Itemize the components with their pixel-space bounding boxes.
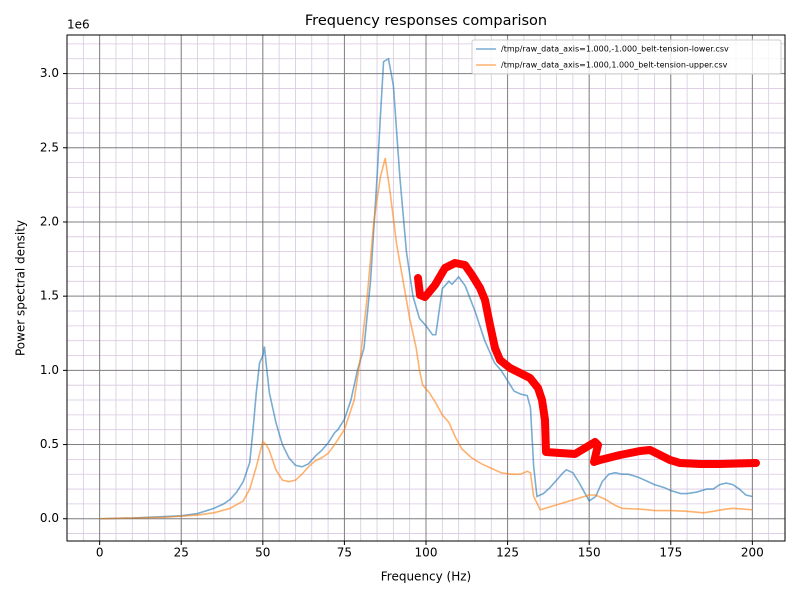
legend-label: /tmp/raw_data_axis=1.000,1.000_belt-tens… — [501, 61, 728, 70]
x-tick-label: 150 — [578, 546, 601, 560]
y-tick-label: 3.0 — [40, 66, 59, 80]
x-axis-label: Frequency (Hz) — [381, 570, 472, 584]
chart-title: Frequency responses comparison — [305, 13, 547, 29]
x-tick-label: 200 — [741, 546, 764, 560]
legend: /tmp/raw_data_axis=1.000,-1.000_belt-ten… — [471, 39, 782, 75]
series-line — [99, 157, 753, 520]
y-tick-label: 2.0 — [40, 214, 59, 228]
x-tick-label: 75 — [337, 546, 352, 560]
series-line — [99, 57, 753, 520]
legend-label: /tmp/raw_data_axis=1.000,-1.000_belt-ten… — [501, 45, 729, 54]
x-tick-label: 100 — [415, 546, 438, 560]
y-axis-label: Power spectral density — [14, 220, 28, 356]
x-tick-label: 25 — [174, 546, 189, 560]
annotation-scribble — [414, 259, 760, 468]
x-tick-label: 50 — [255, 546, 270, 560]
x-tick-label: 125 — [496, 546, 519, 560]
legend-box — [471, 39, 782, 75]
x-tick-label: 175 — [659, 546, 682, 560]
y-offset-label: 1e6 — [67, 18, 90, 32]
y-tick-label: 1.5 — [40, 289, 59, 303]
y-tick-label: 2.5 — [40, 140, 59, 154]
lines — [99, 57, 753, 520]
y-tick-label: 0.0 — [40, 511, 59, 525]
y-tick-label: 0.5 — [40, 437, 59, 451]
y-tick-label: 1.0 — [40, 363, 59, 377]
x-tick-label: 0 — [96, 546, 104, 560]
